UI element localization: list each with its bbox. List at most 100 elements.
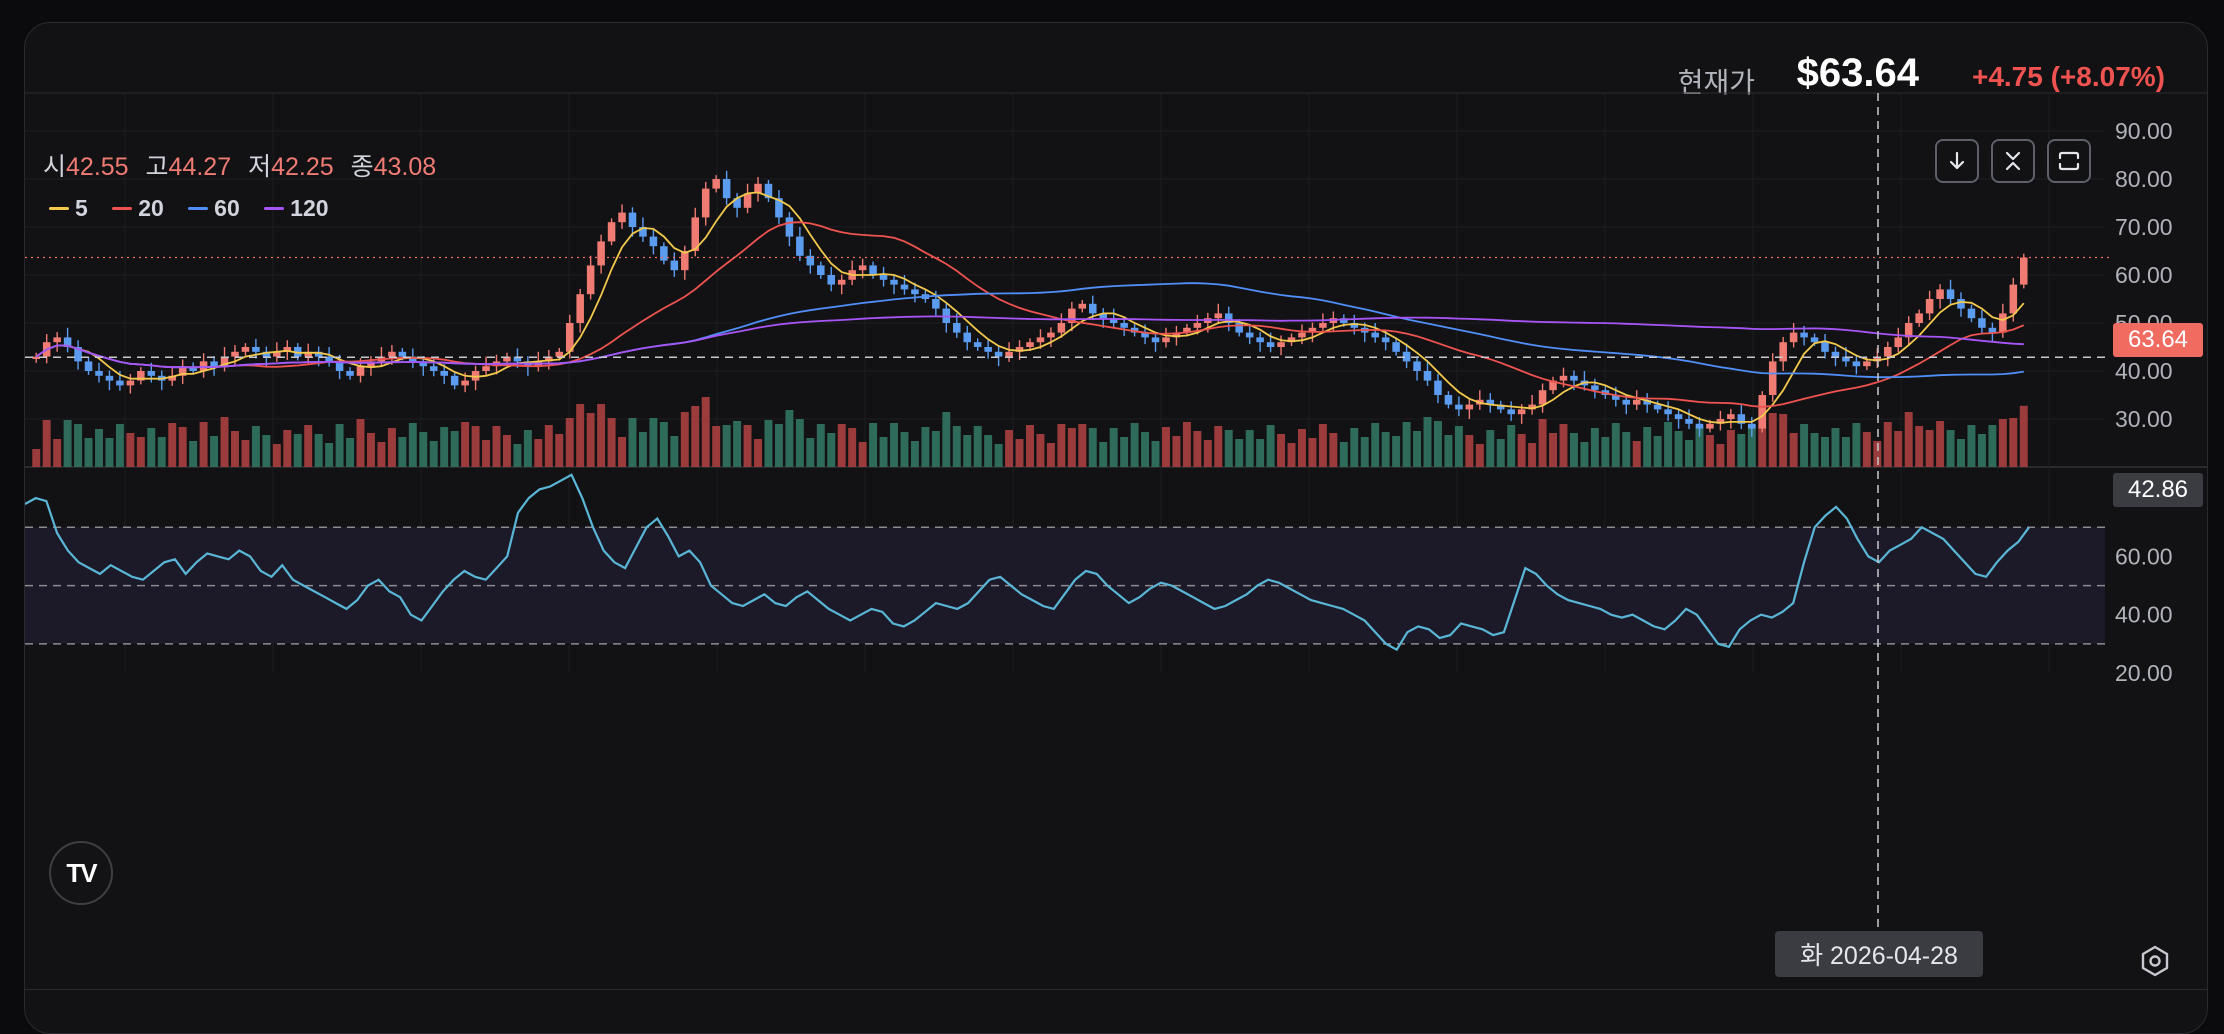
- volume-bar: [869, 423, 878, 467]
- candle-body: [116, 380, 124, 386]
- candle-body: [471, 371, 480, 381]
- volume-bar: [1768, 413, 1777, 467]
- candle-body: [1162, 337, 1170, 343]
- candle-body: [1402, 351, 1411, 362]
- current-price: $63.64: [1796, 51, 1919, 95]
- legend-ma-20[interactable]: 20: [112, 195, 164, 222]
- candle-body: [628, 212, 637, 227]
- candle-body: [210, 361, 218, 367]
- candle-body: [461, 380, 469, 386]
- open-label: 시: [43, 153, 67, 181]
- close-value: 43.08: [373, 153, 437, 181]
- volume-bar: [670, 436, 679, 467]
- candle-body: [1256, 337, 1264, 343]
- volume-bar: [1026, 425, 1034, 467]
- volume-bar: [638, 432, 647, 467]
- volume-bar: [1988, 425, 1997, 467]
- volume-bar: [1433, 421, 1442, 467]
- volume-bar: [1998, 419, 2007, 467]
- candle-body: [607, 222, 616, 242]
- candle-body: [586, 265, 595, 295]
- low-label: 저: [248, 153, 272, 181]
- candle-body: [398, 351, 407, 357]
- scroll-to-latest-button[interactable]: [1935, 139, 1979, 183]
- settings-icon[interactable]: [2137, 943, 2173, 979]
- candle-body: [994, 351, 1003, 357]
- candle-body: [1706, 423, 1714, 429]
- bottom-bar: [25, 989, 2207, 1033]
- candle-body: [84, 361, 93, 371]
- fullscreen-button[interactable]: [2047, 139, 2091, 183]
- candle-body: [1005, 351, 1013, 357]
- legend-ma-120[interactable]: 120: [264, 195, 329, 222]
- price-axis-label: 80.00: [2115, 166, 2173, 192]
- volume-bar: [482, 440, 491, 467]
- candle-body: [273, 351, 281, 357]
- candle-body: [1632, 399, 1641, 405]
- price-axis-label: 30.00: [2115, 406, 2173, 432]
- candle-body: [283, 347, 292, 352]
- crosshair-date-label: 화 2026-04-28: [1775, 931, 1983, 977]
- volume-bar: [157, 437, 166, 467]
- candle-body: [1674, 414, 1683, 419]
- candle-body: [74, 347, 82, 362]
- price-axis-label: 40.00: [2115, 358, 2173, 384]
- volume-bar: [1538, 419, 1547, 467]
- candle-body: [168, 375, 176, 381]
- candle-body: [1298, 332, 1306, 338]
- volume-bar: [722, 425, 731, 467]
- tv-logo-icon: TV: [66, 857, 97, 888]
- volume-bar: [1643, 427, 1652, 467]
- volume-bar: [1936, 421, 1945, 467]
- collapse-button[interactable]: [1991, 139, 2035, 183]
- legend-ma-60[interactable]: 60: [188, 195, 240, 222]
- legend-swatch: [264, 207, 285, 210]
- volume-bar: [440, 427, 449, 467]
- legend-ma-5[interactable]: 5: [49, 195, 88, 222]
- candle-body: [712, 179, 720, 189]
- volume-bar: [1005, 430, 1014, 467]
- candle-body: [105, 375, 114, 381]
- volume-bar: [565, 418, 574, 467]
- volume-bar: [795, 419, 804, 467]
- volume-bar: [1977, 434, 1986, 467]
- candle-body: [1340, 318, 1348, 323]
- candle-body: [1685, 419, 1693, 424]
- candle-body: [1748, 423, 1756, 429]
- volume-bar: [1528, 443, 1537, 467]
- candle-body: [963, 332, 972, 343]
- volume-bar: [1653, 436, 1662, 467]
- candle-body: [1235, 323, 1243, 333]
- volume-bar: [147, 428, 156, 467]
- candle-body: [691, 217, 700, 251]
- candle-body: [1884, 347, 1892, 357]
- volume-bar: [1915, 426, 1924, 467]
- volume-bar: [1381, 432, 1390, 467]
- volume-bar: [1329, 433, 1338, 467]
- volume-bar: [1496, 439, 1505, 467]
- ma-120-line: [35, 315, 2024, 369]
- candle-body: [178, 366, 187, 376]
- candle-body: [932, 299, 940, 309]
- volume-bar: [2009, 418, 2018, 467]
- candle-body: [1015, 347, 1024, 352]
- price-axis-label: 60.00: [2115, 262, 2173, 288]
- volume-bar: [272, 444, 281, 467]
- candle-body: [1821, 342, 1829, 352]
- candle-body: [314, 351, 323, 357]
- price-chart[interactable]: 90.0080.0070.0060.0050.0040.0030.0080.00…: [25, 23, 2207, 1033]
- volume-bar: [1946, 430, 1955, 467]
- volume-bar: [1841, 437, 1850, 467]
- candle-body: [1319, 323, 1327, 328]
- volume-bar: [450, 431, 459, 467]
- candle-body: [576, 294, 584, 323]
- tradingview-logo[interactable]: TV: [49, 841, 113, 905]
- volume-bar: [1120, 437, 1129, 467]
- candle-body: [1894, 337, 1903, 347]
- candle-body: [1946, 289, 1955, 299]
- candle-body: [545, 356, 553, 362]
- volume-bar: [1266, 425, 1275, 467]
- high-label: 고: [145, 153, 169, 181]
- volume-bar: [1318, 424, 1327, 467]
- volume-bar: [1423, 417, 1432, 467]
